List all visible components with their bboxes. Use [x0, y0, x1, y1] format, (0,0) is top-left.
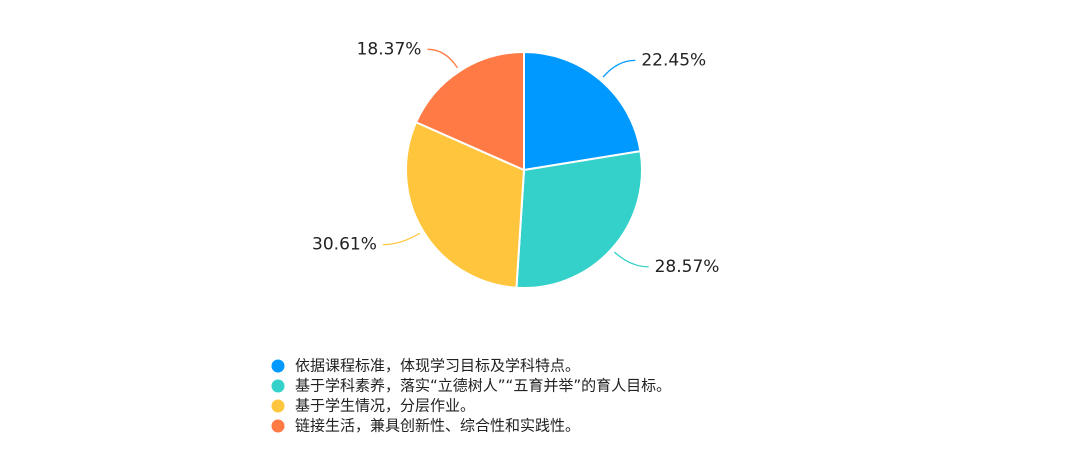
value-label-3: 30.61% — [312, 235, 377, 255]
legend-swatch-2 — [271, 379, 285, 393]
pie-slices — [405, 50, 643, 289]
value-label-4: 18.37% — [357, 39, 422, 59]
value-label-1: 22.45% — [641, 50, 706, 70]
legend-item-3: 基于学生情况，分层作业。 — [271, 397, 475, 415]
value-label-2: 28.57% — [655, 257, 720, 277]
legend-swatch-3 — [271, 399, 285, 413]
pie-slice-2 — [515, 150, 643, 289]
legend-swatch-1 — [271, 359, 285, 373]
leader-line-3 — [382, 232, 421, 246]
legend-label-2: 基于学科素养，落实“立德树人”“五育并举”的育人目标。 — [295, 377, 671, 395]
leader-line-4 — [427, 48, 458, 69]
pie-slice-4 — [414, 50, 525, 172]
legend-item-2: 基于学科素养，落实“立德树人”“五育并举”的育人目标。 — [271, 377, 671, 395]
legend-item-4: 链接生活，兼具创新性、综合性和实践性。 — [271, 417, 580, 435]
legend-swatch-4 — [271, 419, 285, 433]
pie-value-labels: 22.45% 28.57% 30.61% 18.37% — [312, 39, 719, 276]
legend: 依据课程标准，体现学习目标及学科特点。基于学科素养，落实“立德树人”“五育并举”… — [271, 357, 671, 435]
legend-label-3: 基于学生情况，分层作业。 — [295, 397, 475, 415]
legend-item-1: 依据课程标准，体现学习目标及学科特点。 — [271, 357, 580, 375]
leader-line-2 — [613, 251, 649, 268]
legend-label-1: 依据课程标准，体现学习目标及学科特点。 — [295, 357, 580, 375]
leader-line-1 — [602, 59, 636, 78]
legend-label-4: 链接生活，兼具创新性、综合性和实践性。 — [295, 417, 580, 435]
pie-slice-1 — [523, 50, 642, 172]
pie-slice-3 — [405, 120, 526, 289]
pie-leader-lines — [382, 48, 649, 268]
